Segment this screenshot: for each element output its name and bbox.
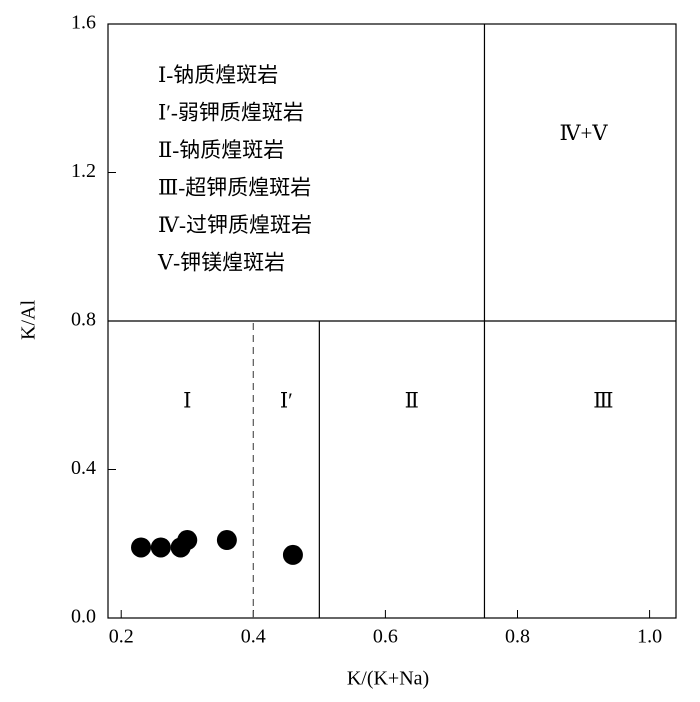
- legend-note: Ⅲ-超钾质煌斑岩: [158, 175, 311, 199]
- legend-note: Ⅰ′-弱钾质煌斑岩: [158, 100, 304, 124]
- x-tick-label: 0.8: [505, 626, 530, 648]
- x-tick-label: 1.0: [637, 626, 662, 648]
- legend-note: Ⅱ-钠质煌斑岩: [158, 138, 284, 162]
- data-point: [282, 544, 303, 565]
- legend-note: Ⅰ-钠质煌斑岩: [158, 63, 278, 87]
- x-tick-label: 0.4: [241, 626, 266, 648]
- data-point: [177, 530, 198, 551]
- legend-note: Ⅳ-过钾质煌斑岩: [158, 213, 312, 237]
- region-label: Ⅰ: [183, 388, 191, 412]
- y-tick-label: 1.6: [71, 12, 96, 34]
- data-point: [216, 530, 237, 551]
- x-axis-label: K/(K+Na): [347, 668, 429, 690]
- y-tick-label: 0.4: [71, 457, 96, 479]
- legend-note: Ⅴ-钾镁煌斑岩: [157, 250, 285, 274]
- region-label: Ⅰ′: [280, 388, 293, 412]
- region-label: Ⅳ+Ⅴ: [560, 121, 609, 145]
- data-point: [150, 537, 171, 558]
- y-tick-label: 0.8: [71, 309, 96, 331]
- y-tick-label: 0.0: [71, 606, 96, 628]
- x-tick-label: 0.2: [109, 626, 134, 648]
- x-tick-label: 0.6: [373, 626, 398, 648]
- y-axis-label: K/Al: [18, 300, 40, 340]
- data-point: [131, 537, 152, 558]
- region-label: Ⅲ: [593, 388, 613, 412]
- region-label: Ⅱ: [405, 388, 419, 412]
- y-tick-label: 1.2: [71, 160, 96, 182]
